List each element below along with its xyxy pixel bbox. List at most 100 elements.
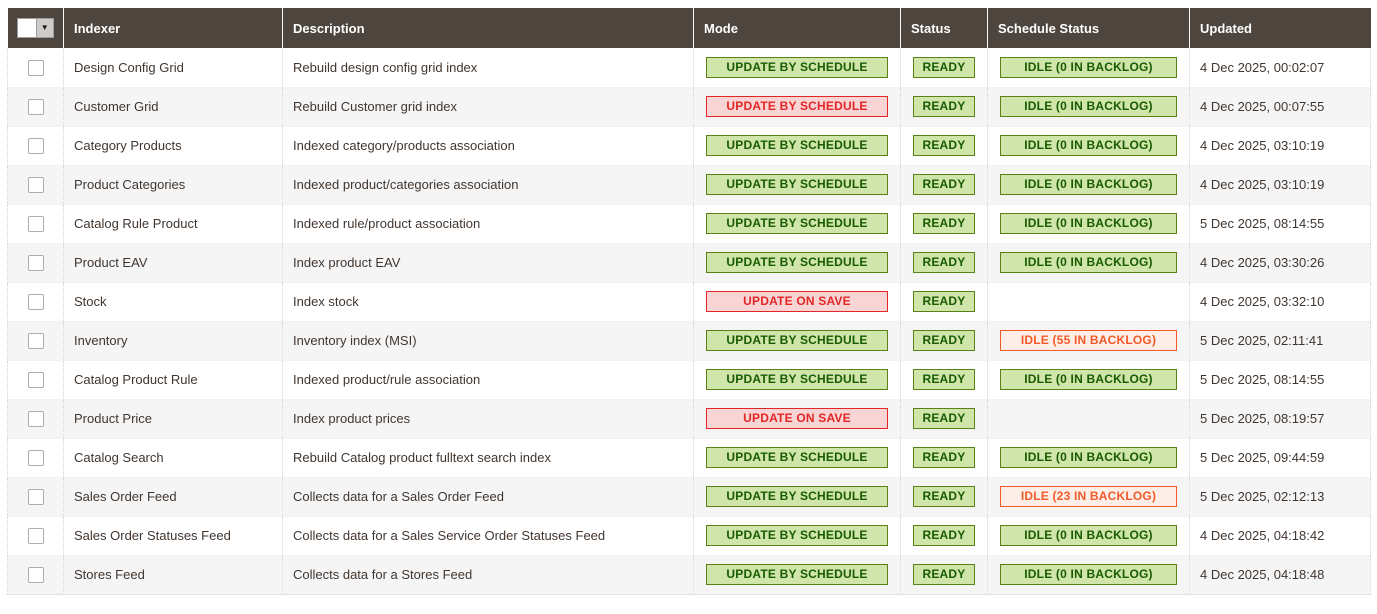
mode-badge: UPDATE BY SCHEDULE [706,135,888,156]
table-row: Sales Order Statuses Feed Collects data … [7,516,1371,556]
schedule-status-cell: IDLE (0 IN BACKLOG) [987,87,1190,127]
indexer-table-body: Design Config Grid Rebuild design config… [7,48,1371,595]
table-row: Sales Order Feed Collects data for a Sal… [7,477,1371,517]
column-header-indexer[interactable]: Indexer [63,8,283,48]
schedule-status-cell: IDLE (55 IN BACKLOG) [987,321,1190,361]
row-checkbox[interactable] [27,488,44,505]
indexer-cell: Inventory [63,321,283,361]
row-checkbox[interactable] [27,59,44,76]
column-header-status[interactable]: Status [900,8,988,48]
status-cell: READY [900,204,988,244]
table-row: Customer Grid Rebuild Customer grid inde… [7,87,1371,127]
row-checkbox[interactable] [27,137,44,154]
schedule-status-badge: IDLE (0 IN BACKLOG) [1000,96,1177,117]
table-row: Design Config Grid Rebuild design config… [7,48,1371,88]
select-all-dropdown-button[interactable]: ▼ [35,19,53,37]
status-badge: READY [913,564,975,585]
mode-badge: UPDATE BY SCHEDULE [706,252,888,273]
row-checkbox[interactable] [27,527,44,544]
column-header-description[interactable]: Description [282,8,694,48]
indexer-cell: Product EAV [63,243,283,283]
row-select-cell [7,48,64,88]
row-checkbox[interactable] [27,176,44,193]
indexer-cell: Design Config Grid [63,48,283,88]
row-checkbox[interactable] [27,254,44,271]
updated-cell: 4 Dec 2025, 03:10:19 [1189,165,1371,205]
table-row: Catalog Product Rule Indexed product/rul… [7,360,1371,400]
row-select-cell [7,477,64,517]
status-badge: READY [913,135,975,156]
mode-badge: UPDATE BY SCHEDULE [706,213,888,234]
description-cell: Rebuild Catalog product fulltext search … [282,438,694,478]
description-cell: Index product prices [282,399,694,439]
column-header-mode[interactable]: Mode [693,8,901,48]
schedule-status-badge: IDLE (0 IN BACKLOG) [1000,564,1177,585]
row-select-cell [7,516,64,556]
description-cell: Indexed rule/product association [282,204,694,244]
updated-cell: 4 Dec 2025, 04:18:48 [1189,555,1371,595]
mode-cell: UPDATE ON SAVE [693,399,901,439]
mode-badge: UPDATE BY SCHEDULE [706,447,888,468]
status-badge: READY [913,174,975,195]
description-cell: Collects data for a Stores Feed [282,555,694,595]
column-header-updated[interactable]: Updated [1189,8,1371,48]
mode-cell: UPDATE BY SCHEDULE [693,321,901,361]
mode-cell: UPDATE BY SCHEDULE [693,438,901,478]
row-checkbox[interactable] [27,410,44,427]
mode-cell: UPDATE BY SCHEDULE [693,48,901,88]
updated-cell: 5 Dec 2025, 02:11:41 [1189,321,1371,361]
schedule-status-cell [987,282,1190,322]
mode-cell: UPDATE BY SCHEDULE [693,516,901,556]
indexer-cell: Catalog Rule Product [63,204,283,244]
schedule-status-cell: IDLE (0 IN BACKLOG) [987,126,1190,166]
select-all-checkbox[interactable] [17,19,36,37]
table-row: Product Categories Indexed product/categ… [7,165,1371,205]
description-cell: Rebuild design config grid index [282,48,694,88]
status-cell: READY [900,87,988,127]
select-all-header-cell: ▼ [7,8,64,48]
description-cell: Collects data for a Sales Service Order … [282,516,694,556]
description-cell: Index stock [282,282,694,322]
schedule-status-badge: IDLE (0 IN BACKLOG) [1000,56,1177,78]
table-row: Category Products Indexed category/produ… [7,126,1371,166]
indexer-cell: Product Categories [63,165,283,205]
row-checkbox[interactable] [27,332,44,349]
updated-cell: 4 Dec 2025, 00:07:55 [1189,87,1371,127]
status-badge: READY [913,447,975,468]
row-checkbox[interactable] [27,449,44,466]
description-cell: Indexed category/products association [282,126,694,166]
row-checkbox[interactable] [27,215,44,232]
schedule-status-badge: IDLE (0 IN BACKLOG) [1000,369,1177,390]
indexer-cell: Product Price [63,399,283,439]
status-cell: READY [900,165,988,205]
schedule-status-badge: IDLE (55 IN BACKLOG) [1000,330,1177,351]
updated-cell: 5 Dec 2025, 08:14:55 [1189,204,1371,244]
column-header-schedule-status[interactable]: Schedule Status [987,8,1190,48]
status-badge: READY [913,369,975,390]
row-checkbox[interactable] [27,371,44,388]
schedule-status-cell: IDLE (0 IN BACKLOG) [987,555,1190,595]
mode-cell: UPDATE ON SAVE [693,282,901,322]
schedule-status-cell: IDLE (0 IN BACKLOG) [987,204,1190,244]
mode-badge: UPDATE BY SCHEDULE [706,525,888,546]
schedule-status-badge: IDLE (0 IN BACKLOG) [1000,135,1177,156]
updated-cell: 4 Dec 2025, 04:18:42 [1189,516,1371,556]
schedule-status-cell: IDLE (0 IN BACKLOG) [987,360,1190,400]
status-badge: READY [913,291,975,312]
select-all-control[interactable]: ▼ [16,18,54,38]
updated-cell: 5 Dec 2025, 08:19:57 [1189,399,1371,439]
indexer-cell: Catalog Search [63,438,283,478]
row-checkbox[interactable] [27,98,44,115]
indexer-cell: Stores Feed [63,555,283,595]
schedule-status-badge: IDLE (0 IN BACKLOG) [1000,525,1177,546]
mode-cell: UPDATE BY SCHEDULE [693,243,901,283]
status-cell: READY [900,477,988,517]
row-checkbox[interactable] [27,566,44,583]
mode-cell: UPDATE BY SCHEDULE [693,87,901,127]
mode-badge: UPDATE BY SCHEDULE [706,330,888,351]
description-cell: Index product EAV [282,243,694,283]
status-badge: READY [913,213,975,234]
description-cell: Collects data for a Sales Order Feed [282,477,694,517]
row-checkbox[interactable] [27,293,44,310]
table-row: Inventory Inventory index (MSI) UPDATE B… [7,321,1371,361]
